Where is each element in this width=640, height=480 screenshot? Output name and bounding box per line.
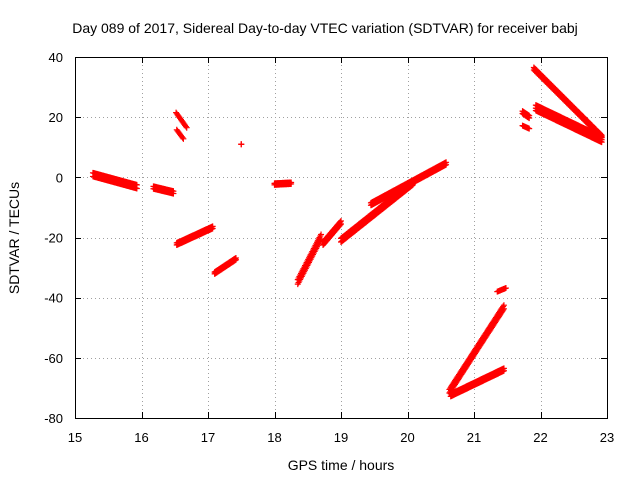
x-tick-label: 23	[600, 430, 614, 445]
y-tick-label: 20	[49, 110, 63, 125]
data-series-arc-2	[150, 183, 177, 197]
data-series-arc-13	[446, 302, 507, 397]
x-tick-label: 22	[533, 430, 547, 445]
y-tick-label: -60	[44, 351, 63, 366]
data-point	[133, 185, 140, 192]
data-series-arc-4	[173, 126, 187, 142]
data-point	[443, 161, 450, 168]
data-point	[182, 123, 189, 130]
x-tick-label: 19	[334, 430, 348, 445]
data-point	[500, 367, 507, 374]
data-series-arc-16	[519, 108, 533, 122]
data-series-arc-3	[173, 109, 190, 131]
data-point	[500, 307, 507, 314]
data-series-arc-10	[320, 217, 344, 249]
chart-title: Day 089 of 2017, Sidereal Day-to-day VTE…	[72, 20, 578, 36]
data-point	[526, 115, 533, 122]
data-point	[502, 285, 509, 292]
data-series-arc-15	[494, 285, 509, 295]
x-tick-label: 17	[201, 430, 215, 445]
data-point	[526, 125, 533, 132]
grid-layer	[75, 57, 607, 418]
x-tick-label: 15	[68, 430, 82, 445]
x-axis-label: GPS time / hours	[288, 457, 395, 473]
y-tick-label: -20	[44, 231, 63, 246]
data-series-arc-19	[532, 102, 605, 146]
data-point	[238, 141, 245, 148]
data-series-arc-5	[173, 223, 216, 249]
data-point	[180, 135, 187, 142]
data-series-arc-1	[89, 169, 140, 192]
data-point	[337, 218, 344, 225]
data-point	[500, 305, 507, 312]
y-tick-label: -40	[44, 291, 63, 306]
data-series-arc-17	[519, 122, 533, 132]
data-point	[183, 124, 190, 131]
data-point	[288, 180, 295, 187]
data-layer	[89, 64, 605, 400]
y-tick-label: 40	[49, 50, 63, 65]
data-point	[170, 190, 177, 197]
data-point	[179, 134, 186, 141]
y-axis-label: SDTVAR / TECUs	[6, 182, 22, 294]
tick-layer: 15 16 17 18 19 20 21 22 23 -80 -60 -40 -20 0 20 40	[44, 50, 614, 445]
data-point	[318, 231, 325, 238]
data-point	[209, 225, 216, 232]
data-point	[338, 217, 344, 224]
data-series-arc-8	[271, 179, 295, 188]
data-series-arc-7	[238, 141, 245, 148]
data-series-arc-11	[338, 178, 416, 246]
data-series-arc-14	[447, 365, 507, 400]
x-tick-label: 20	[400, 430, 414, 445]
y-tick-label: -80	[44, 411, 63, 426]
y-tick-label: 0	[56, 170, 63, 185]
data-series-arc-6	[211, 254, 239, 277]
data-series-arc-9	[294, 231, 325, 288]
data-series-arc-12	[367, 159, 450, 209]
x-tick-label: 21	[467, 430, 481, 445]
x-tick-label: 16	[134, 430, 148, 445]
data-point	[232, 256, 239, 263]
x-tick-label: 18	[267, 430, 281, 445]
data-point	[598, 139, 605, 146]
